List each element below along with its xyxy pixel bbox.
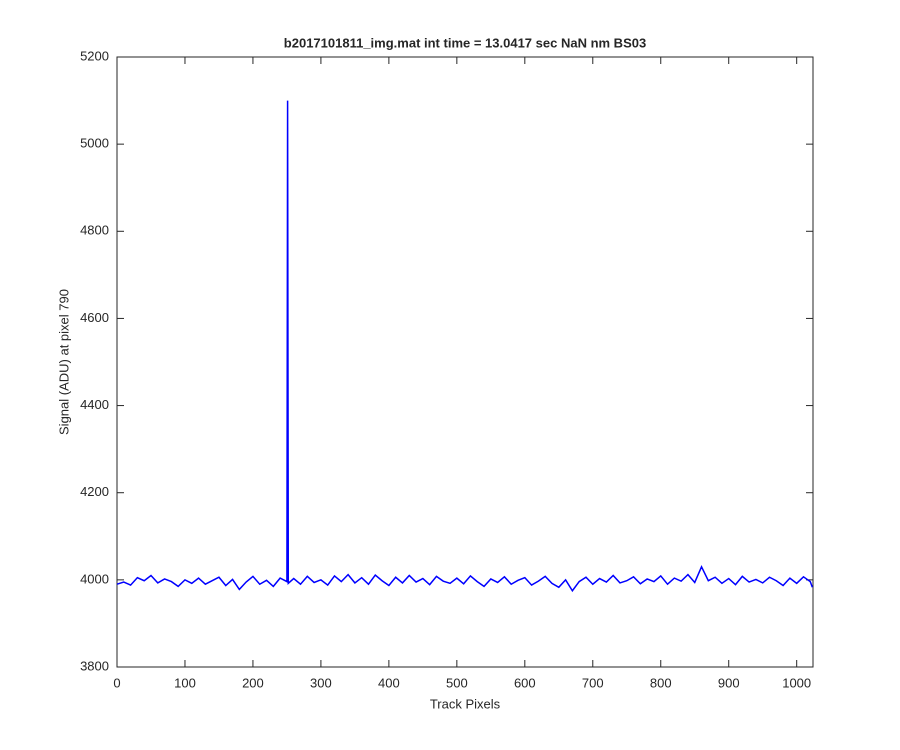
x-tick-label: 400 <box>378 675 400 690</box>
x-tick-label: 500 <box>446 675 468 690</box>
y-tick-label: 3800 <box>80 658 109 673</box>
data-line <box>116 100 814 593</box>
y-tick-label: 5000 <box>80 136 109 151</box>
x-tick-label: 200 <box>242 675 264 690</box>
y-tick-label: 4600 <box>80 310 109 325</box>
plot-area <box>116 56 814 668</box>
x-tick-label: 700 <box>582 675 604 690</box>
x-tick-label: 300 <box>310 675 332 690</box>
y-tick-label: 4400 <box>80 397 109 412</box>
y-tick-label: 4000 <box>80 571 109 586</box>
x-tick-label: 600 <box>514 675 536 690</box>
x-tick-label: 0 <box>113 675 120 690</box>
x-axis-label: Track Pixels <box>430 696 501 711</box>
x-tick-label: 800 <box>650 675 672 690</box>
y-tick-label: 5200 <box>80 48 109 63</box>
x-tick-label: 900 <box>718 675 740 690</box>
y-tick-label: 4800 <box>80 223 109 238</box>
y-axis-label: Signal (ADU) at pixel 790 <box>56 289 71 435</box>
x-tick-label: 1000 <box>782 675 811 690</box>
chart-title: b2017101811_img.mat int time = 13.0417 s… <box>284 35 646 50</box>
y-tick-label: 4200 <box>80 484 109 499</box>
x-tick-label: 100 <box>174 675 196 690</box>
